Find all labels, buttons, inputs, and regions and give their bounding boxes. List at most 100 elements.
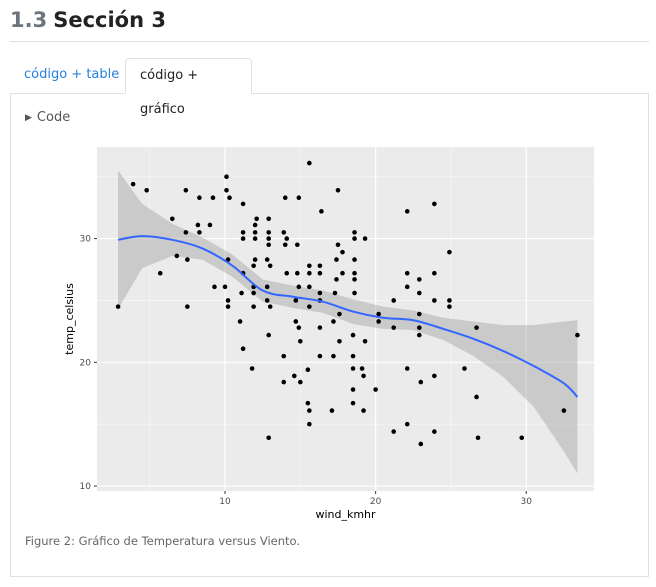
- data-point: [416, 311, 422, 317]
- data-point: [352, 270, 357, 276]
- data-point: [361, 373, 366, 379]
- grid-minor: [97, 147, 594, 491]
- data-point: [474, 394, 479, 400]
- data-point: [252, 222, 258, 228]
- data-point: [298, 338, 303, 344]
- tab-bar: código + table código + gráfico: [10, 58, 649, 117]
- data-point: [475, 435, 481, 441]
- data-point: [404, 366, 410, 371]
- y-axis-label: temp_celsius: [63, 283, 76, 355]
- data-point: [447, 298, 452, 303]
- data-point: [224, 188, 229, 193]
- data-point: [447, 249, 452, 255]
- code-toggle-label: Code: [36, 110, 71, 125]
- data-point: [237, 319, 243, 324]
- data-point: [281, 353, 287, 359]
- figure-caption: Figure 2: Gráfico de Temperatura versus …: [25, 534, 301, 548]
- data-point: [561, 408, 567, 413]
- data-point: [305, 400, 311, 406]
- data-point: [185, 304, 190, 309]
- plot-background: [97, 147, 594, 491]
- x-tick-label: 30: [521, 497, 533, 507]
- data-point: [307, 304, 312, 309]
- data-point: [317, 290, 323, 296]
- data-point: [350, 366, 356, 371]
- data-point: [185, 257, 190, 262]
- data-point: [284, 236, 290, 241]
- data-point: [332, 290, 338, 296]
- data-point: [334, 277, 339, 282]
- data-point: [266, 435, 271, 441]
- data-point: [462, 366, 467, 371]
- y-tick-label: 30: [80, 235, 92, 245]
- data-point: [307, 160, 312, 166]
- data-point: [391, 429, 396, 434]
- data-point: [170, 216, 175, 222]
- data-point: [432, 201, 437, 207]
- data-point: [352, 236, 357, 241]
- data-point: [254, 216, 259, 222]
- data-point: [197, 195, 202, 201]
- data-point: [266, 216, 271, 222]
- y-tick-label: 20: [80, 358, 92, 368]
- tab-codigo-grafico[interactable]: código + gráfico: [125, 58, 252, 117]
- data-point: [264, 298, 270, 303]
- data-point: [575, 332, 580, 338]
- data-point: [239, 290, 244, 296]
- data-point: [240, 346, 246, 351]
- data-point: [307, 408, 312, 413]
- data-point: [317, 325, 323, 330]
- data-point: [350, 332, 356, 338]
- data-point: [207, 222, 213, 228]
- data-point: [432, 298, 437, 303]
- data-point: [252, 257, 258, 262]
- data-point: [251, 263, 256, 269]
- data-point: [373, 387, 378, 392]
- data-point: [404, 421, 410, 427]
- data-point: [376, 319, 381, 324]
- data-point: [329, 408, 335, 413]
- data-point: [296, 325, 302, 330]
- data-point: [307, 270, 312, 276]
- data-point: [298, 379, 303, 385]
- data-point: [224, 174, 229, 179]
- x-tick-label: 10: [219, 497, 231, 507]
- data-points: [115, 160, 580, 447]
- disclosure-triangle-icon: ▶: [25, 113, 32, 123]
- data-point: [352, 277, 357, 282]
- data-point: [474, 325, 479, 330]
- y-tick-label: 10: [80, 482, 92, 492]
- data-point: [335, 188, 341, 193]
- data-point: [391, 298, 396, 303]
- data-point: [418, 379, 424, 385]
- data-point: [266, 332, 271, 338]
- data-point: [350, 387, 356, 392]
- data-point: [391, 325, 396, 330]
- code-toggle[interactable]: ▶ Code: [25, 110, 70, 125]
- data-point: [266, 242, 271, 248]
- data-point: [281, 379, 287, 385]
- data-point: [296, 195, 302, 201]
- data-point: [331, 319, 336, 324]
- data-point: [404, 209, 410, 214]
- data-point: [295, 270, 300, 276]
- tab-codigo-table[interactable]: código + table: [24, 67, 120, 82]
- data-point: [225, 298, 231, 303]
- data-point: [296, 284, 302, 290]
- data-point: [307, 263, 312, 269]
- data-point: [519, 435, 525, 441]
- data-point: [249, 366, 255, 371]
- grid-major: [97, 147, 594, 491]
- data-point: [240, 201, 246, 207]
- scatter-plot: 10 20 30 10 20 30 wind_kmhr temp_celsius: [63, 147, 594, 521]
- data-point: [227, 195, 232, 201]
- data-point: [251, 290, 256, 296]
- data-point: [361, 408, 366, 413]
- data-point: [264, 257, 270, 262]
- data-point: [362, 338, 368, 344]
- data-point: [416, 325, 422, 330]
- data-point: [295, 242, 300, 248]
- data-point: [404, 270, 410, 276]
- data-point: [195, 222, 201, 228]
- data-point: [418, 441, 424, 447]
